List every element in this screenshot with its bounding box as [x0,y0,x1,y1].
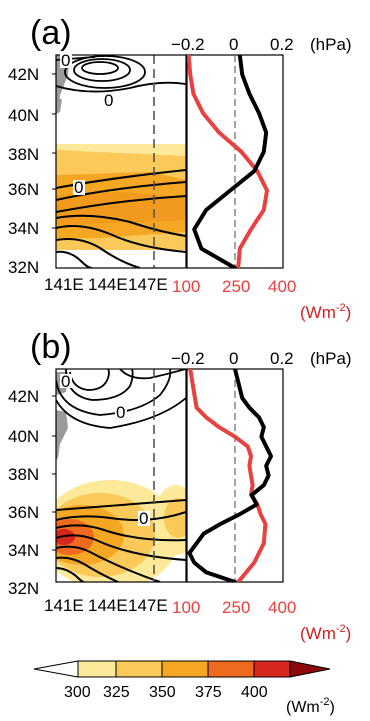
top-tick: −0.2 [171,349,205,368]
bottom-unit: (Wm-2) [300,623,351,643]
colorbar-bin [161,660,209,678]
top-tick: −0.2 [171,35,205,54]
profile-series-b [187,369,273,582]
lon-ticks-b: 141E 144E 147E [44,596,168,615]
colorbar-bin [77,660,117,678]
lat-ticks-a: 42N 40N 38N 36N 34N 32N [8,65,56,277]
top-tick: 0.2 [270,349,294,368]
contour-label-a-2: 0 [104,91,113,110]
colorbar-tick: 375 [195,684,222,701]
lat-tick: 36N [8,180,39,199]
colorbar-bin [253,660,291,678]
bottom-unit: (Wm-2) [300,302,351,322]
lon-tick: 144E [88,275,128,294]
bottom-tick: 100 [172,277,200,296]
lon-tick: 141E [44,275,84,294]
colorbar-bin [207,660,255,678]
lat-tick: 32N [8,579,39,598]
contour-label-b-2: 0 [116,403,125,422]
bottom-tick: 250 [222,598,250,617]
top-tick: 0 [229,35,238,54]
land-b [56,410,68,460]
colorbar-bin [115,660,163,678]
contour-label-a-3: 0 [74,178,83,197]
contour-label-b-1: 0 [61,372,70,391]
bottom-tick: 400 [268,277,296,296]
bottom-tick: 400 [268,598,296,617]
map-a [56,55,186,268]
lat-tick: 38N [8,145,39,164]
top-tick: 0 [229,349,238,368]
colorbar-tick: 400 [241,684,268,701]
colorbar-tick: 350 [149,684,176,701]
lon-tick: 141E [44,596,84,615]
lat-tick: 34N [8,541,39,560]
bottom-tick: 100 [172,598,200,617]
contours-top-a [56,55,186,93]
land-mid-a [56,95,62,114]
contour-label-a-1: 0 [61,51,70,70]
contours-top-b [56,369,186,429]
lat-tick: 32N [8,258,39,277]
contour-label-b-3: 0 [139,509,148,528]
land-a [56,55,70,115]
panel-label-a: (a) [30,14,72,52]
top-unit: (hPa) [310,349,352,368]
lat-tick: 36N [8,503,39,522]
colorbar-tick: 300 [64,684,91,701]
contours-bottom-b [56,499,186,582]
shading-400-b [56,529,75,545]
lat-tick: 34N [8,219,39,238]
colorbar-tick: 325 [103,684,130,701]
profile-b: −0.2 0 0.2 (hPa) 100 250 400 (Wm-2) [171,349,352,643]
lat-tick: 42N [8,387,39,406]
map-frame-b [55,368,187,583]
map-b [56,369,186,582]
panel-a: (a) [8,14,352,322]
lat-tick: 40N [8,427,39,446]
lat-tick: 38N [8,465,39,484]
top-tick: 0.2 [270,35,294,54]
panel-b: (b) [8,328,352,643]
lat-tick: 40N [8,106,39,125]
heatflux-line-b [188,369,268,582]
colorbar-high-triangle [289,660,331,678]
heatflux-line-a [187,55,269,268]
lon-tick: 147E [128,596,168,615]
lat-ticks-b: 42N 40N 38N 36N 34N 32N [8,387,56,598]
lon-ticks-a: 141E 144E 147E [44,275,168,294]
panel-label-b: (b) [30,328,72,366]
top-unit: (hPa) [310,35,352,54]
map-frame-a [55,54,187,269]
lat-tick: 42N [8,65,39,84]
bottom-tick: 250 [222,277,250,296]
lon-tick: 147E [128,275,168,294]
pressure-line-b [187,369,273,582]
profile-a: −0.2 0 0.2 (hPa) 100 250 400 (Wm-2) [171,35,352,322]
profile-series-a [187,55,269,268]
lon-tick: 144E [88,596,128,615]
colorbar: 300 325 350 375 400 (Wm-2) [33,660,335,716]
pressure-line-a [192,55,269,268]
colorbar-unit: (Wm-2) [286,696,335,716]
colorbar-low-triangle [33,660,79,678]
